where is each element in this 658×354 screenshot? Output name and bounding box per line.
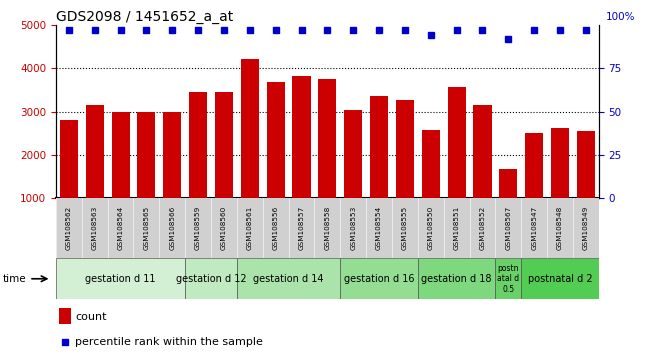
Bar — [241, 59, 259, 198]
Bar — [163, 112, 182, 198]
Text: GSM108552: GSM108552 — [480, 206, 486, 251]
Bar — [521, 258, 599, 299]
Text: GSM108560: GSM108560 — [221, 206, 227, 251]
Text: GSM108567: GSM108567 — [505, 206, 511, 251]
Text: gestation d 16: gestation d 16 — [343, 274, 415, 284]
Text: GSM108558: GSM108558 — [324, 206, 330, 251]
Text: GSM108557: GSM108557 — [299, 206, 305, 251]
Bar — [111, 112, 130, 198]
Bar — [396, 100, 414, 198]
Text: gestation d 18: gestation d 18 — [421, 274, 492, 284]
Bar — [266, 82, 285, 198]
Text: GSM108563: GSM108563 — [91, 206, 97, 251]
Text: GSM108548: GSM108548 — [557, 206, 563, 251]
Text: percentile rank within the sample: percentile rank within the sample — [75, 337, 263, 347]
Text: 100%: 100% — [606, 12, 635, 22]
Text: GSM108566: GSM108566 — [169, 206, 175, 251]
Text: count: count — [75, 312, 107, 322]
Text: GSM108554: GSM108554 — [376, 206, 382, 251]
Bar — [499, 169, 517, 198]
Bar — [340, 258, 418, 299]
Bar — [422, 130, 440, 198]
Bar — [577, 131, 595, 198]
Bar — [525, 133, 544, 198]
Bar — [447, 87, 466, 198]
Text: gestation d 14: gestation d 14 — [253, 274, 324, 284]
Bar — [418, 258, 495, 299]
Text: GSM108549: GSM108549 — [583, 206, 589, 251]
Bar — [59, 308, 70, 324]
Bar — [215, 92, 233, 198]
Text: GSM108556: GSM108556 — [272, 206, 278, 251]
Text: gestation d 11: gestation d 11 — [86, 274, 156, 284]
Text: GDS2098 / 1451652_a_at: GDS2098 / 1451652_a_at — [56, 10, 233, 24]
Bar — [551, 128, 569, 198]
Text: GSM108562: GSM108562 — [66, 206, 72, 251]
Text: GSM108555: GSM108555 — [402, 206, 408, 251]
Bar — [60, 120, 78, 198]
Bar — [292, 76, 311, 198]
Text: GSM108547: GSM108547 — [531, 206, 537, 251]
Bar — [473, 104, 492, 198]
Text: GSM108561: GSM108561 — [247, 206, 253, 251]
Text: postn
atal d
0.5: postn atal d 0.5 — [497, 264, 519, 294]
Bar — [344, 110, 363, 198]
Text: GSM108551: GSM108551 — [453, 206, 459, 251]
Text: postnatal d 2: postnatal d 2 — [528, 274, 592, 284]
Bar — [185, 258, 237, 299]
Text: GSM108564: GSM108564 — [118, 206, 124, 251]
Bar — [56, 258, 185, 299]
Text: gestation d 12: gestation d 12 — [176, 274, 246, 284]
Text: GSM108565: GSM108565 — [143, 206, 149, 251]
Text: GSM108559: GSM108559 — [195, 206, 201, 251]
Text: GSM108553: GSM108553 — [350, 206, 356, 251]
Text: GSM108550: GSM108550 — [428, 206, 434, 251]
Bar — [138, 112, 155, 198]
Bar — [189, 92, 207, 198]
Bar — [318, 79, 336, 198]
Bar — [237, 258, 340, 299]
Text: time: time — [3, 274, 26, 284]
Bar — [86, 105, 104, 198]
Bar — [495, 258, 521, 299]
Bar — [370, 96, 388, 198]
